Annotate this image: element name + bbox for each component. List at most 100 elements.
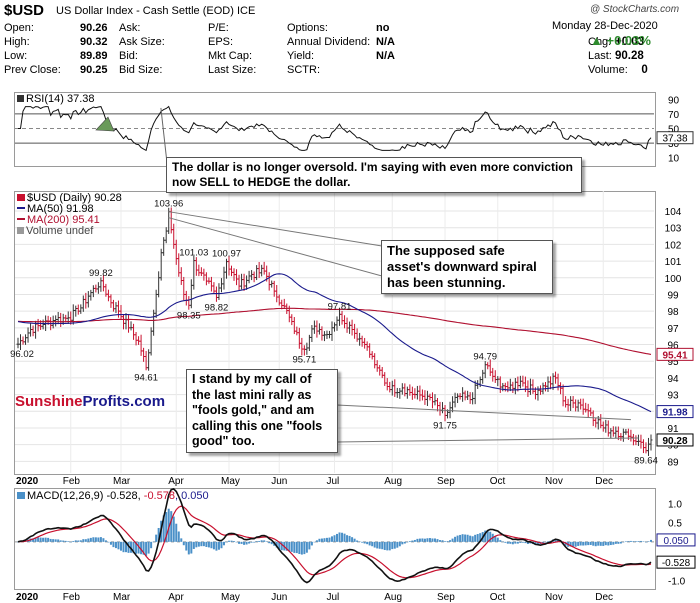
macd-histogram-bar bbox=[614, 541, 617, 544]
rsi-legend: RSI(14) 37.38 bbox=[17, 93, 94, 105]
macd-histogram-bar bbox=[343, 533, 346, 542]
macd-histogram-bar bbox=[547, 541, 550, 542]
quote-label: Ask: bbox=[119, 22, 141, 34]
peak-label: 100.97 bbox=[212, 249, 241, 260]
macd-histogram-bar bbox=[59, 540, 62, 542]
macd-histogram-bar bbox=[489, 531, 492, 542]
macd-histogram-bar bbox=[557, 539, 560, 542]
macd-histogram-bar bbox=[285, 541, 288, 551]
macd-histogram-bar bbox=[238, 541, 241, 544]
macd-histogram-bar bbox=[200, 541, 203, 547]
macd-histogram-bar bbox=[72, 541, 75, 542]
watermark: @ StockCharts.com bbox=[590, 4, 680, 15]
macd-histogram-bar bbox=[89, 537, 92, 542]
peak-label: 101.03 bbox=[179, 248, 208, 259]
ma50-legend-text: MA(50) 91.98 bbox=[27, 203, 94, 215]
quote-value: N/A bbox=[376, 36, 395, 48]
macd-histogram-bar bbox=[82, 539, 85, 542]
macd-histogram-bar bbox=[17, 541, 19, 543]
macd-histogram-bar bbox=[413, 539, 416, 542]
macd-histogram-bar bbox=[639, 540, 642, 542]
price-tick-label: 101 bbox=[665, 257, 682, 268]
price-tick-label: 100 bbox=[665, 274, 682, 285]
macd-histogram-bar bbox=[185, 541, 188, 551]
macd-histogram-bar bbox=[597, 541, 600, 546]
macd-histogram-bar bbox=[469, 535, 472, 542]
rsi-badge bbox=[656, 131, 694, 145]
macd-histogram-bar bbox=[268, 541, 271, 544]
price-badge bbox=[656, 347, 694, 361]
macd-histogram-bar bbox=[484, 530, 487, 542]
macd-histogram-bar bbox=[288, 541, 291, 552]
macd-histogram-bar bbox=[572, 541, 575, 547]
quote-label: Mkt Cap: bbox=[208, 50, 253, 62]
price-tick-label: 95 bbox=[667, 357, 679, 368]
x-tick-label-price: Sep bbox=[437, 476, 455, 487]
macd-histogram-bar bbox=[64, 540, 67, 542]
macd-histogram-bar bbox=[426, 538, 429, 542]
macd-histogram-bar bbox=[637, 541, 640, 542]
quote-value: 90.28 bbox=[615, 50, 644, 62]
macd-histogram-bar bbox=[650, 539, 652, 542]
macd-histogram-bar bbox=[519, 541, 522, 543]
macd-histogram-bar bbox=[358, 541, 361, 543]
macd-histogram-bar bbox=[647, 541, 650, 542]
rsi-badge-text: 37.38 bbox=[662, 134, 687, 145]
macd-layer: 1.0 0.5 -1.0 0.050 -0.528 bbox=[15, 487, 696, 587]
macd-histogram-bar bbox=[145, 541, 148, 556]
macd-histogram-bar bbox=[642, 541, 645, 542]
macd-badge-text: -0.528 bbox=[662, 558, 691, 569]
macd-legend: MACD(12,26,9) -0.528, -0.578, 0.050 bbox=[17, 490, 209, 502]
quote-label: Prev Close: bbox=[4, 64, 61, 76]
macd-histogram-bar bbox=[142, 541, 145, 555]
x-tick-label-price: Dec bbox=[595, 476, 613, 487]
macd-histogram-bar bbox=[428, 538, 431, 542]
x-tick-label-macd: Mar bbox=[113, 592, 131, 603]
macd-histogram-bar bbox=[162, 515, 165, 542]
rsi-tick-label: 30 bbox=[668, 139, 680, 150]
macd-histogram-bar bbox=[406, 541, 409, 543]
macd-histogram-bar bbox=[569, 541, 572, 547]
macd-histogram-bar bbox=[99, 537, 102, 542]
x-tick-label-price: 2020 bbox=[16, 476, 39, 487]
brand-part2: Profits.com bbox=[82, 393, 166, 410]
rsi-legend-text: RSI(14) 37.38 bbox=[26, 93, 95, 105]
macd-histogram-bar bbox=[187, 541, 190, 555]
price-layer: 104103102101100999897969594939291908996.… bbox=[10, 191, 694, 473]
brand-logo: SunshineProfits.com bbox=[15, 393, 165, 410]
x-tick-label-price: Oct bbox=[490, 476, 506, 487]
quote-label: EPS: bbox=[208, 36, 234, 48]
brand-part1: Sunshine bbox=[15, 393, 83, 410]
macd-histogram-bar bbox=[604, 541, 607, 546]
volume-swatch bbox=[17, 227, 24, 234]
macd-histogram-bar bbox=[44, 537, 47, 542]
macd-histogram-bar bbox=[84, 539, 87, 542]
macd-histogram-bar bbox=[172, 516, 175, 542]
price-badge bbox=[656, 405, 694, 419]
macd-histogram-bar bbox=[584, 541, 587, 546]
quote-label: Chg: bbox=[588, 36, 612, 48]
x-tick-label-macd: Nov bbox=[545, 592, 563, 603]
macd-histogram-bar bbox=[245, 541, 248, 545]
macd-histogram-bar bbox=[67, 541, 70, 542]
macd-histogram-bar bbox=[150, 541, 153, 549]
macd-histogram-bar bbox=[248, 541, 251, 544]
macd-histogram-bar bbox=[454, 536, 457, 542]
macd-histogram-bar bbox=[298, 541, 301, 555]
price-tick-label: 89 bbox=[667, 457, 679, 468]
macd-histogram-bar bbox=[310, 541, 313, 546]
x-tick-label-macd: Jul bbox=[327, 592, 340, 603]
macd-histogram-bar bbox=[250, 541, 253, 543]
macd-histogram-bar bbox=[37, 537, 40, 542]
macd-histogram-bar bbox=[47, 537, 50, 542]
macd-histogram-bar bbox=[534, 541, 537, 545]
x-tick-label-macd: Oct bbox=[490, 592, 506, 603]
macd-histogram-bar bbox=[602, 541, 605, 546]
macd-histogram-bar bbox=[49, 538, 52, 542]
macd-histogram-bar bbox=[32, 538, 35, 542]
macd-histogram-bar bbox=[439, 540, 441, 542]
macd-badge bbox=[656, 533, 696, 547]
macd-histogram-bar bbox=[325, 537, 328, 542]
rsi-callout: The dollar is no longer oversold. I'm sa… bbox=[166, 157, 582, 193]
